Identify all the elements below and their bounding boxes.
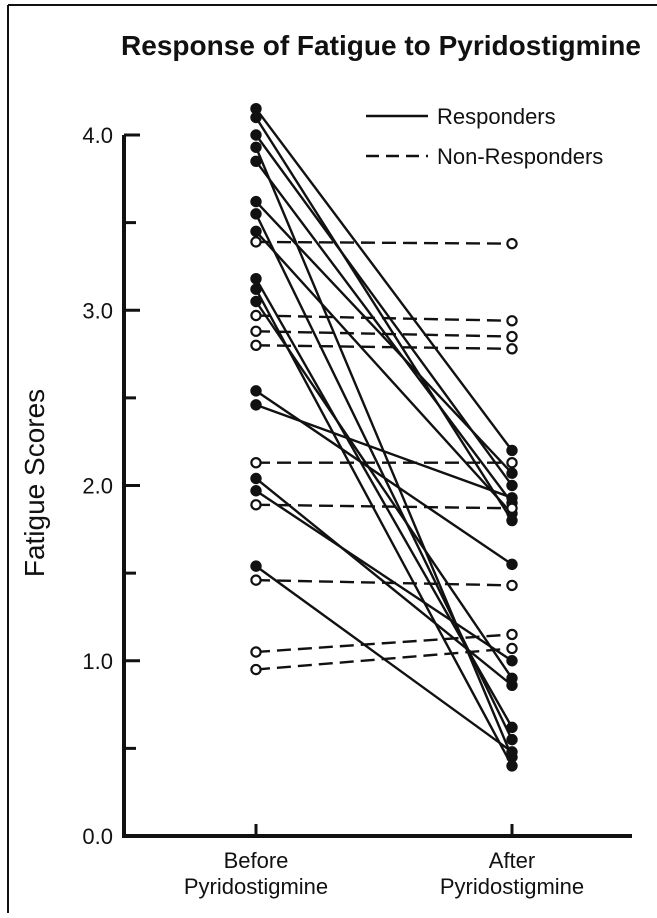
non-responder-point bbox=[250, 574, 262, 586]
responder-point bbox=[506, 655, 518, 667]
markers-layer bbox=[250, 103, 518, 772]
x-tick-label-line: Pyridostigmine bbox=[440, 874, 584, 899]
responder-point bbox=[506, 444, 518, 457]
responder-point bbox=[506, 492, 518, 504]
non-responder-point bbox=[250, 325, 262, 337]
responder-line bbox=[255, 160, 513, 504]
responder-line bbox=[255, 230, 513, 515]
non-responder-point bbox=[506, 457, 518, 469]
responder-point bbox=[250, 273, 262, 285]
responder-line bbox=[255, 107, 513, 452]
non-responder-point bbox=[250, 339, 262, 351]
non-responder-line bbox=[255, 503, 513, 510]
responder-line bbox=[255, 300, 513, 679]
x-tick-label-line: Before bbox=[224, 848, 289, 873]
responder-point bbox=[250, 295, 262, 308]
legend-label: Non-Responders bbox=[437, 144, 603, 169]
non-responder-point bbox=[506, 330, 518, 343]
x-tick-label-line: After bbox=[489, 848, 535, 873]
responder-point bbox=[506, 679, 518, 691]
non-responder-point bbox=[250, 236, 262, 248]
non-responder-point bbox=[506, 502, 518, 514]
non-responder-point bbox=[506, 579, 518, 592]
non-responder-point bbox=[250, 309, 262, 322]
responder-point bbox=[506, 721, 518, 734]
responder-point bbox=[250, 141, 262, 153]
legend: Responders Non-Responders bbox=[366, 104, 603, 169]
non-responder-point bbox=[250, 663, 262, 676]
y-tick-label: 2.0 bbox=[82, 474, 113, 499]
non-responder-line bbox=[255, 314, 513, 322]
responder-point bbox=[250, 129, 262, 141]
x-tick-label-line: Pyridostigmine bbox=[184, 874, 328, 899]
non-responder-line bbox=[255, 330, 513, 338]
non-responder-point bbox=[506, 343, 518, 355]
non-responder-line bbox=[255, 578, 513, 587]
y-tick-label: 0.0 bbox=[82, 824, 113, 849]
responder-point bbox=[506, 479, 518, 492]
responder-point bbox=[250, 111, 262, 124]
chart-title: Response of Fatigue to Pyridostigmine bbox=[121, 30, 641, 61]
y-axis-label: Fatigue Scores bbox=[19, 389, 50, 577]
responder-line bbox=[255, 403, 513, 499]
responder-point bbox=[506, 746, 518, 758]
non-responder-line bbox=[255, 633, 513, 654]
x-tick-label: After Pyridostigmine bbox=[440, 848, 584, 899]
responder-point bbox=[250, 225, 262, 238]
responder-point bbox=[506, 733, 518, 746]
non-responder-line bbox=[255, 344, 513, 351]
non-responder-point bbox=[506, 642, 518, 655]
responder-line bbox=[254, 288, 514, 767]
responder-point bbox=[250, 385, 262, 397]
responder-point bbox=[250, 283, 262, 295]
responder-point bbox=[250, 155, 262, 167]
responder-line bbox=[255, 489, 513, 662]
non-responder-line bbox=[255, 647, 513, 671]
non-responder-point bbox=[506, 237, 518, 250]
y-tick-label: 3.0 bbox=[82, 298, 113, 323]
responder-point bbox=[506, 467, 518, 479]
non-responder-point bbox=[250, 646, 262, 658]
responder-point bbox=[250, 560, 262, 572]
non-responder-point bbox=[250, 499, 262, 511]
series-layer bbox=[254, 107, 514, 767]
y-tick-label: 4.0 bbox=[82, 123, 113, 148]
x-tick-label: Before Pyridostigmine bbox=[184, 848, 328, 899]
non-responder-line bbox=[255, 240, 513, 245]
responder-point bbox=[250, 485, 262, 497]
responder-point bbox=[250, 399, 262, 411]
y-tick-label: 1.0 bbox=[82, 649, 113, 674]
responder-line bbox=[255, 200, 513, 475]
legend-label: Responders bbox=[437, 104, 556, 129]
responder-point bbox=[250, 195, 262, 208]
non-responder-point bbox=[506, 315, 518, 327]
non-responder-point bbox=[250, 457, 262, 469]
responder-line bbox=[255, 389, 513, 566]
responder-point bbox=[250, 472, 262, 485]
responder-point bbox=[506, 760, 518, 772]
responder-point bbox=[250, 208, 262, 220]
non-responder-point bbox=[506, 628, 518, 641]
responder-point bbox=[506, 558, 518, 571]
